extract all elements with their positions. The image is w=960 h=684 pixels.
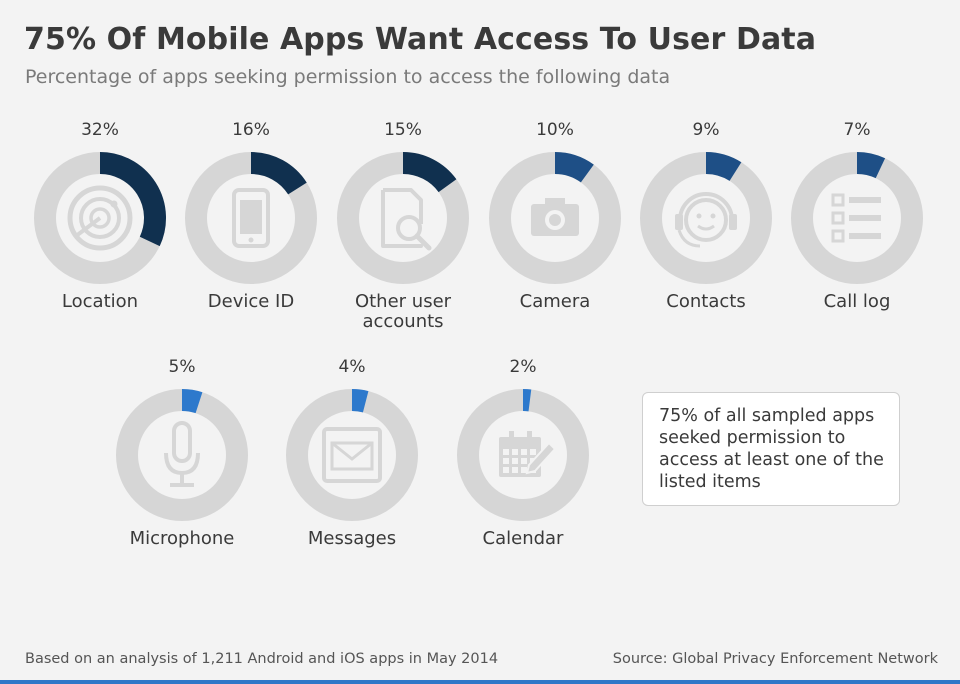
source-note: Source: Global Privacy Enforcement Netwo…	[612, 651, 938, 667]
chart-subtitle: Percentage of apps seeking permission to…	[25, 66, 671, 88]
footnote: Based on an analysis of 1,211 Android an…	[25, 651, 499, 667]
category-label: Microphone	[87, 529, 277, 549]
value-label: 5%	[168, 357, 196, 377]
summary-note: 75% of all sampled apps seeked permissio…	[642, 392, 900, 506]
value-label: 2%	[509, 357, 537, 377]
category-label-line: Microphone	[129, 528, 235, 549]
donut-chart	[457, 388, 589, 521]
category-label: Other user accounts	[308, 292, 498, 332]
headset-icon	[675, 192, 737, 248]
value-label: 15%	[384, 120, 422, 140]
category-label: Call log	[762, 292, 952, 312]
summary-note-line: 75% of all sampled apps	[659, 406, 875, 426]
donut-chart	[185, 152, 317, 284]
document-search-icon	[381, 188, 432, 251]
donut-segment	[856, 152, 886, 179]
category-label-line: Device ID	[207, 291, 295, 312]
donut-chart	[116, 388, 248, 521]
category-label-line: accounts	[362, 311, 444, 332]
donut-chart	[337, 152, 469, 284]
donut-segment	[402, 152, 457, 193]
donut-segment	[554, 152, 594, 183]
category-label: Contacts	[611, 292, 801, 312]
camera-icon	[531, 198, 579, 236]
list-icon	[831, 193, 881, 243]
microphone-icon	[164, 421, 200, 487]
donut-chart	[286, 389, 418, 521]
donut-segment	[99, 152, 166, 247]
value-label: 32%	[81, 120, 119, 140]
category-label-line: Calendar	[482, 528, 564, 549]
value-label: 10%	[536, 120, 574, 140]
donut-chart	[489, 152, 621, 284]
category-label-line: Messages	[307, 528, 397, 549]
category-label-line: Other user	[354, 291, 452, 312]
donut-segment	[181, 388, 203, 414]
calendar-icon	[499, 431, 557, 477]
summary-note-line: listed items	[659, 472, 761, 492]
donut-segment	[250, 152, 307, 195]
category-label: Location	[5, 292, 195, 312]
value-label: 7%	[843, 120, 871, 140]
donut-track	[116, 389, 248, 521]
donut-chart	[34, 152, 166, 284]
category-label-line: Contacts	[666, 291, 746, 312]
category-label: Calendar	[428, 529, 618, 549]
value-label: 16%	[232, 120, 270, 140]
envelope-icon	[322, 427, 382, 483]
category-label-line: Location	[61, 291, 139, 312]
value-label: 4%	[338, 357, 366, 377]
value-label: 9%	[692, 120, 720, 140]
bottom-accent-rule	[0, 680, 960, 684]
category-label-line: Call log	[823, 291, 891, 312]
summary-note-line: access at least one of the	[659, 450, 884, 470]
category-label-line: Camera	[519, 291, 591, 312]
category-label: Device ID	[156, 292, 346, 312]
donut-chart	[791, 152, 923, 284]
chart-title: 75% Of Mobile Apps Want Access To User D…	[24, 22, 817, 57]
radar-icon	[67, 185, 133, 251]
smartphone-icon	[232, 188, 270, 248]
donut-chart	[640, 152, 772, 284]
donut-track	[640, 152, 772, 284]
category-label: Messages	[257, 529, 447, 549]
donut-track	[286, 389, 418, 521]
donut-segment	[705, 152, 742, 182]
donut-segment	[351, 389, 369, 413]
summary-note-line: seeked permission to	[659, 428, 846, 448]
category-label: Camera	[460, 292, 650, 312]
